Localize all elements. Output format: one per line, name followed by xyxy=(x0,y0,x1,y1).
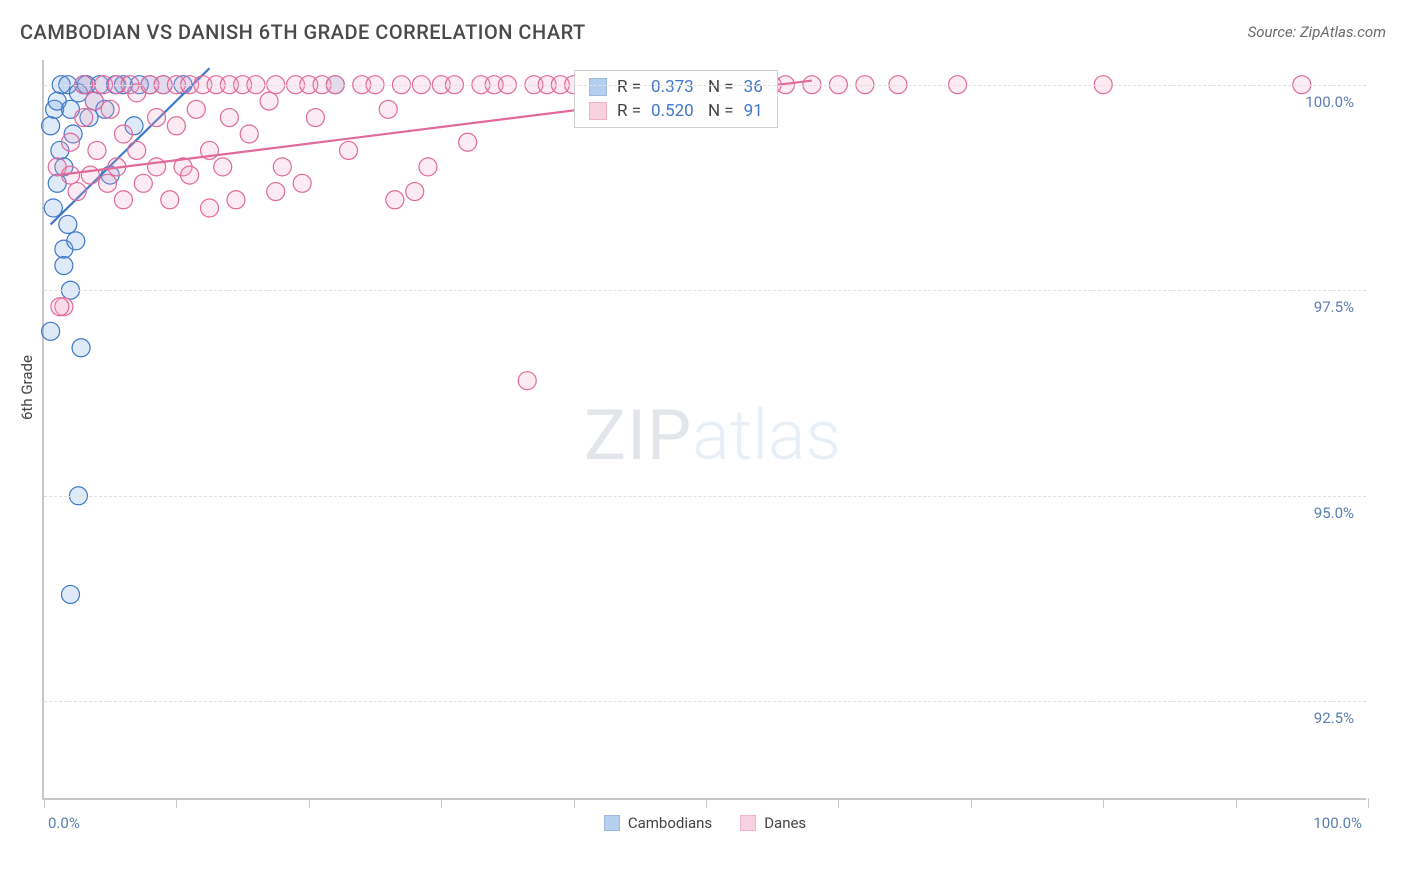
scatter-svg xyxy=(44,60,1366,798)
data-point xyxy=(379,100,397,118)
data-point xyxy=(148,109,166,127)
data-point xyxy=(114,125,132,143)
stats-n-label: N = xyxy=(704,77,734,97)
data-point xyxy=(85,92,103,110)
data-point xyxy=(293,174,311,192)
stats-r-value: 0.373 xyxy=(651,77,694,97)
data-point xyxy=(260,92,278,110)
legend-swatch xyxy=(604,815,620,831)
data-point xyxy=(459,133,477,151)
data-point xyxy=(72,339,90,357)
data-point xyxy=(88,141,106,159)
data-point xyxy=(187,100,205,118)
y-tick-label: 97.5% xyxy=(1314,298,1354,316)
data-point xyxy=(67,232,85,250)
y-tick-label: 100.0% xyxy=(1305,93,1354,111)
stats-n-value: 36 xyxy=(744,77,763,97)
data-point xyxy=(273,158,291,176)
y-tick-label: 95.0% xyxy=(1314,504,1354,522)
data-point xyxy=(167,117,185,135)
chart-plot-area: ZIPatlas R =0.373 N =36R =0.520 N =91 Ca… xyxy=(42,60,1366,800)
data-point xyxy=(419,158,437,176)
legend-item: Danes xyxy=(740,814,806,832)
gridline-h xyxy=(44,290,1366,291)
legend-label: Cambodians xyxy=(628,814,712,832)
data-point xyxy=(61,133,79,151)
legend-item: Cambodians xyxy=(604,814,712,832)
correlation-stats-box: R = 0.373 N = 36 R = 0.520 N = 91 xyxy=(574,70,778,128)
data-point xyxy=(128,141,146,159)
data-point xyxy=(240,125,258,143)
gridline-h xyxy=(44,701,1366,702)
legend-label: Danes xyxy=(764,814,806,832)
data-point xyxy=(61,585,79,603)
data-point xyxy=(306,109,324,127)
gridline-h xyxy=(44,496,1366,497)
stats-r-label: R = xyxy=(617,101,641,121)
y-axis-label: 6th Grade xyxy=(18,355,36,420)
stats-n-value: 91 xyxy=(744,101,763,121)
legend: Cambodians Danes xyxy=(44,814,1366,832)
series-swatch xyxy=(589,102,607,120)
data-point xyxy=(75,109,93,127)
y-tick-label: 92.5% xyxy=(1314,709,1354,727)
data-point xyxy=(55,257,73,275)
x-tick xyxy=(44,798,45,808)
x-tick-label: 100.0% xyxy=(1313,814,1362,832)
data-point xyxy=(42,322,60,340)
data-point xyxy=(51,298,69,316)
series-swatch xyxy=(589,78,607,96)
gridline-h xyxy=(44,85,1366,86)
stats-r-label: R = xyxy=(617,77,641,97)
stats-row: R = 0.373 N = 36 xyxy=(575,75,777,99)
x-tick xyxy=(971,798,972,808)
x-tick xyxy=(441,798,442,808)
data-point xyxy=(181,166,199,184)
stats-r-value: 0.520 xyxy=(651,101,694,121)
data-point xyxy=(406,183,424,201)
data-point xyxy=(42,117,60,135)
chart-title: CAMBODIAN VS DANISH 6TH GRADE CORRELATIO… xyxy=(20,20,586,44)
chart-source: Source: ZipAtlas.com xyxy=(1248,23,1386,41)
data-point xyxy=(214,158,232,176)
x-tick xyxy=(309,798,310,808)
stats-row: R = 0.520 N = 91 xyxy=(575,99,777,123)
x-tick-label: 0.0% xyxy=(48,814,80,832)
x-tick xyxy=(1368,798,1369,808)
data-point xyxy=(148,158,166,176)
data-point xyxy=(267,183,285,201)
x-tick xyxy=(176,798,177,808)
x-tick xyxy=(1103,798,1104,808)
data-point xyxy=(201,199,219,217)
data-point xyxy=(386,191,404,209)
legend-swatch xyxy=(740,815,756,831)
data-point xyxy=(340,141,358,159)
data-point xyxy=(161,191,179,209)
x-tick xyxy=(1236,798,1237,808)
data-point xyxy=(518,372,536,390)
x-tick xyxy=(574,798,575,808)
data-point xyxy=(81,166,99,184)
x-tick xyxy=(838,798,839,808)
x-tick xyxy=(706,798,707,808)
stats-n-label: N = xyxy=(704,101,734,121)
data-point xyxy=(134,174,152,192)
data-point xyxy=(68,183,86,201)
data-point xyxy=(114,191,132,209)
data-point xyxy=(59,215,77,233)
data-point xyxy=(101,100,119,118)
data-point xyxy=(220,109,238,127)
data-point xyxy=(227,191,245,209)
data-point xyxy=(99,174,117,192)
